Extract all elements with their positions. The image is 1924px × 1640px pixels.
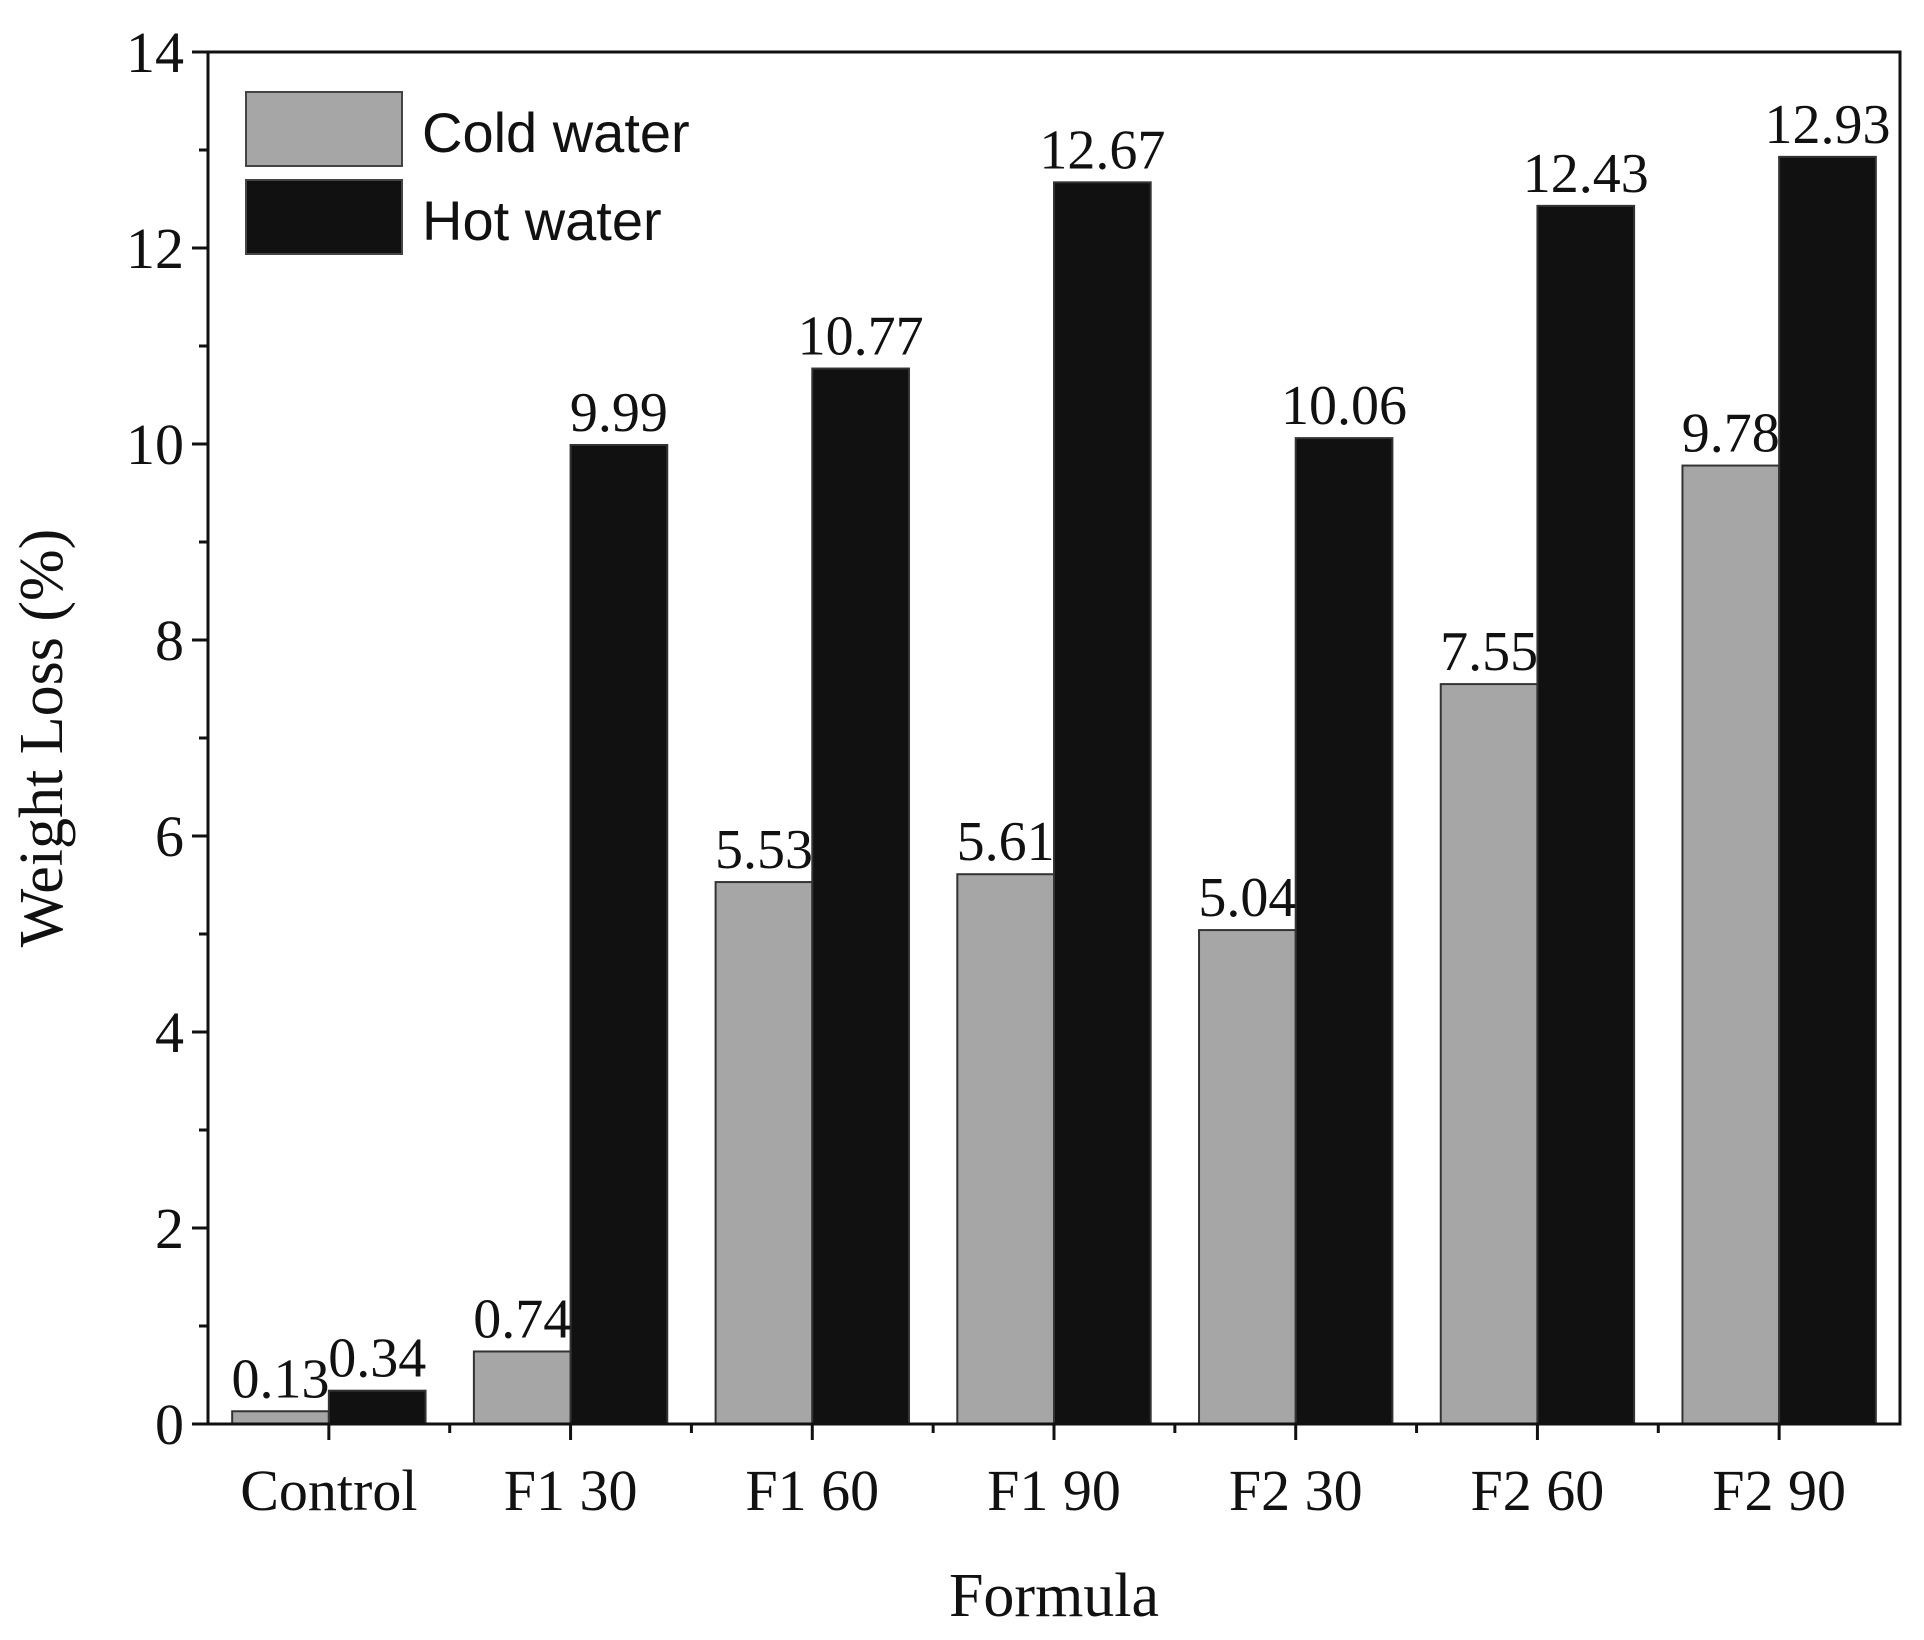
legend-swatch-cold-water — [245, 91, 403, 167]
bar-hot-water — [1053, 181, 1152, 1426]
data-label-hot-water: 10.06 — [1281, 375, 1407, 437]
y-tick-label: 10 — [126, 412, 184, 477]
bar-cold-water — [1681, 464, 1781, 1425]
data-label-cold-water: 0.74 — [473, 1288, 571, 1350]
legend: Cold water Hot water — [245, 91, 690, 255]
data-label-hot-water: 0.34 — [328, 1328, 426, 1390]
x-tick-label: F1 90 — [987, 1458, 1121, 1523]
bar-cold-water — [472, 1350, 572, 1425]
data-label-cold-water: 5.53 — [715, 819, 813, 881]
y-tick-label: 0 — [155, 1392, 184, 1457]
data-label-hot-water: 10.77 — [798, 306, 924, 368]
y-tick-label: 8 — [155, 608, 184, 673]
y-axis-title: Weight Loss (%) — [8, 529, 76, 948]
data-label-hot-water: 12.67 — [1039, 119, 1165, 181]
bar-hot-water — [1778, 155, 1877, 1426]
bar-hot-water — [569, 443, 669, 1426]
x-ticks-layer: Control F1 30 F1 60 F1 90 F2 30 F2 60 F2 90 — [240, 1424, 1846, 1523]
bar-hot-water — [1294, 437, 1394, 1425]
y-tick-label: 2 — [155, 1196, 184, 1261]
x-tick-label: Control — [240, 1458, 417, 1523]
bar-hot-water — [1536, 204, 1636, 1426]
bar-cold-water — [714, 881, 814, 1425]
y-tick-label: 12 — [126, 216, 184, 281]
y-tick-label: 14 — [126, 20, 184, 85]
bar-cold-water — [956, 873, 1055, 1425]
data-label-cold-water: 0.13 — [232, 1348, 330, 1410]
data-label-cold-water: 7.55 — [1440, 621, 1538, 683]
data-label-hot-water: 9.99 — [570, 382, 668, 444]
legend-label-cold-water: Cold water — [422, 101, 690, 164]
data-label-cold-water: 5.04 — [1198, 867, 1296, 929]
y-ticks-layer: 0 2 4 6 8 10 12 14 — [126, 20, 208, 1457]
x-axis-title: Formula — [949, 1562, 1159, 1630]
data-labels-layer: 0.13 0.74 5.53 5.61 5.04 7.55 9.78 0.34 9.99 10.7… — [232, 94, 1891, 1410]
bar-hot-water — [811, 367, 910, 1425]
x-tick-label: F1 30 — [504, 1458, 638, 1523]
data-label-hot-water: 12.43 — [1523, 143, 1649, 205]
legend-label-hot-water: Hot water — [422, 189, 662, 252]
y-tick-label: 4 — [155, 1000, 184, 1065]
y-tick-label: 6 — [155, 804, 184, 869]
bar-cold-water — [1439, 683, 1539, 1425]
bar-cold-water — [1198, 929, 1297, 1426]
legend-swatch-hot-water — [245, 179, 403, 255]
bar-hot-water — [327, 1389, 427, 1426]
bars-layer — [231, 155, 1877, 1426]
data-label-cold-water: 9.78 — [1682, 403, 1780, 465]
data-label-cold-water: 5.61 — [957, 811, 1055, 873]
bar-cold-water — [231, 1410, 330, 1426]
x-tick-label: F2 60 — [1471, 1458, 1605, 1523]
x-tick-label: F2 90 — [1712, 1458, 1846, 1523]
x-tick-label: F1 60 — [745, 1458, 879, 1523]
data-label-hot-water: 12.93 — [1764, 94, 1890, 156]
x-tick-label: F2 30 — [1229, 1458, 1363, 1523]
